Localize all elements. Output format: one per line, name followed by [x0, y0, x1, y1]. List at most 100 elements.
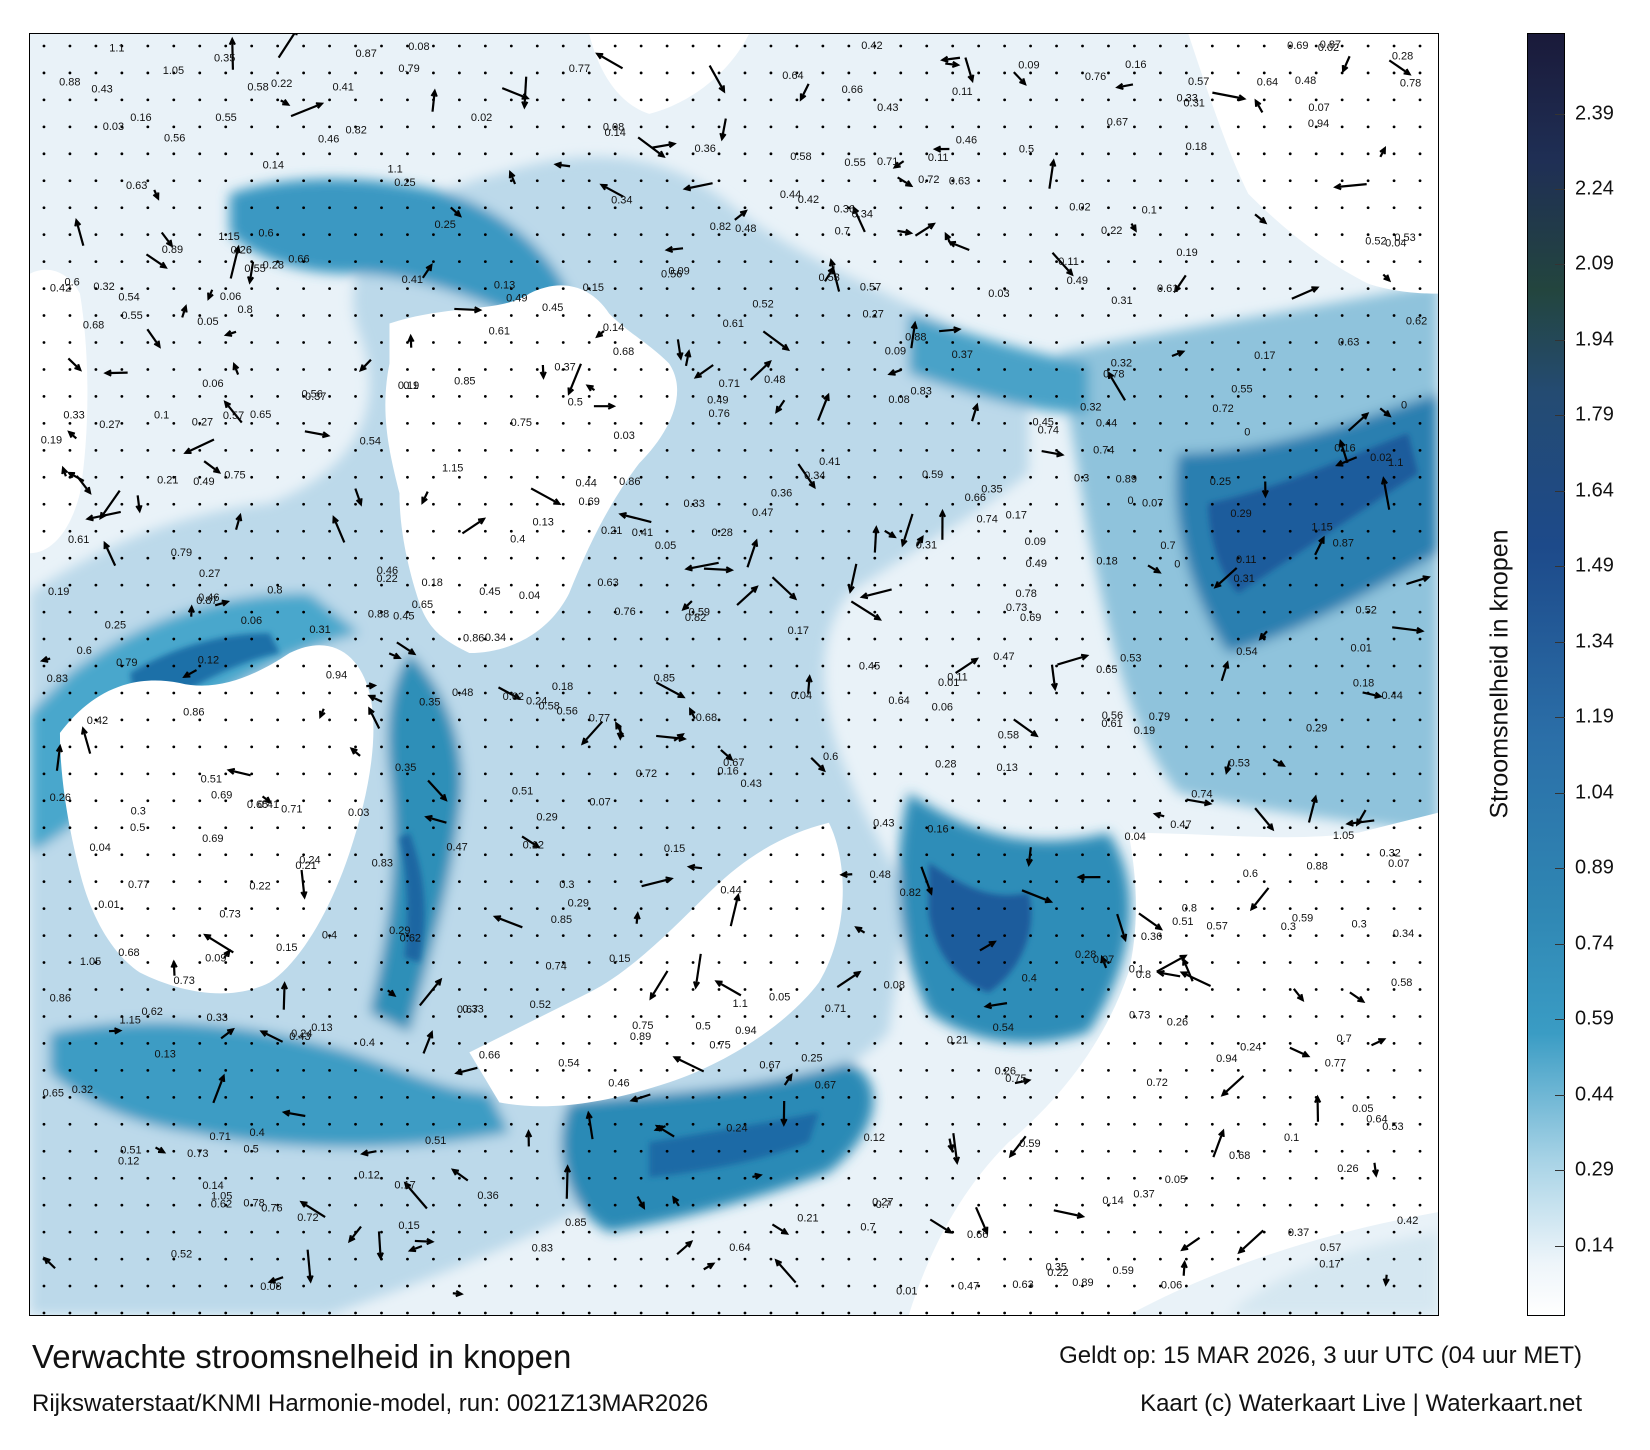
- grid-dot: [509, 44, 513, 48]
- grid-dot: [821, 1095, 825, 1099]
- grid-dot: [1055, 1149, 1058, 1153]
- grid-dot: [873, 233, 877, 237]
- grid-dot: [354, 583, 357, 587]
- grid-dot: [847, 799, 851, 803]
- grid-dot: [743, 1095, 747, 1099]
- grid-dot: [535, 988, 539, 991]
- grid-dot: [899, 341, 903, 344]
- grid-dot: [613, 637, 617, 641]
- grid-dot: [120, 556, 124, 560]
- grid-dot: [717, 71, 721, 75]
- grid-dot: [743, 98, 747, 102]
- speed-label: 0.59: [1292, 912, 1313, 924]
- grid-dot: [1133, 880, 1136, 884]
- speed-label: 0.32: [1379, 847, 1400, 859]
- grid-dot: [743, 826, 747, 830]
- grid-dot: [328, 152, 331, 156]
- grid-dot: [328, 98, 331, 102]
- grid-dot: [821, 44, 825, 48]
- grid-dot: [639, 260, 643, 264]
- grid-dot: [847, 988, 851, 991]
- grid-dot: [509, 1257, 513, 1261]
- grid-dot: [1418, 1122, 1422, 1126]
- grid-dot: [613, 421, 617, 425]
- grid-dot: [951, 206, 955, 210]
- current-arrow: [1008, 1135, 1027, 1159]
- grid-dot: [1107, 1015, 1110, 1018]
- grid-dot: [380, 475, 383, 479]
- grid-dot: [925, 341, 929, 344]
- grid-dot: [354, 529, 357, 533]
- grid-dot: [146, 1122, 150, 1126]
- grid-dot: [925, 125, 929, 129]
- grid-dot: [1003, 1122, 1007, 1126]
- speed-label: 0.12: [864, 1132, 885, 1144]
- grid-dot: [639, 664, 643, 668]
- grid-dot: [1158, 44, 1162, 48]
- grid-dot: [1418, 206, 1422, 210]
- grid-dot: [1081, 341, 1084, 344]
- speed-label: 0.59: [922, 469, 943, 481]
- grid-dot: [1055, 718, 1058, 722]
- grid-dot: [1262, 529, 1266, 533]
- speed-label: 0.09: [1025, 536, 1046, 548]
- grid-dot: [977, 1203, 981, 1207]
- speed-label: 0.04: [89, 842, 110, 854]
- grid-dot: [1158, 1015, 1162, 1018]
- grid-dot: [1366, 287, 1370, 291]
- grid-dot: [276, 1257, 280, 1261]
- grid-dot: [1133, 395, 1136, 398]
- grid-dot: [1340, 1176, 1344, 1180]
- grid-dot: [899, 1203, 903, 1207]
- grid-dot: [146, 1203, 150, 1207]
- grid-dot: [1133, 1122, 1136, 1126]
- grid-dot: [743, 287, 747, 291]
- grid-dot: [380, 1284, 383, 1288]
- grid-dot: [873, 961, 877, 964]
- grid-dot: [1392, 44, 1396, 48]
- grid-dot: [94, 152, 98, 156]
- grid-dot: [951, 826, 955, 830]
- grid-dot: [1081, 853, 1084, 857]
- grid-dot: [1340, 1068, 1344, 1072]
- grid-dot: [509, 260, 513, 264]
- speed-label: 0.87: [355, 48, 376, 60]
- grid-dot: [899, 1122, 903, 1126]
- grid-dot: [795, 44, 799, 48]
- grid-dot: [1003, 1015, 1007, 1018]
- grid-dot: [68, 368, 72, 371]
- grid-dot: [1107, 1257, 1110, 1261]
- grid-dot: [457, 152, 461, 156]
- grid-dot: [172, 745, 176, 749]
- grid-dot: [1340, 1203, 1344, 1207]
- grid-dot: [535, 745, 539, 749]
- grid-dot: [1288, 98, 1292, 102]
- grid-dot: [613, 556, 617, 560]
- grid-dot: [561, 71, 565, 75]
- grid-dot: [717, 1230, 721, 1234]
- grid-dot: [613, 1284, 617, 1288]
- grid-dot: [951, 529, 955, 533]
- grid-dot: [1029, 125, 1032, 129]
- grid-dot: [120, 583, 124, 587]
- grid-dot: [1262, 826, 1266, 830]
- grid-dot: [1314, 1149, 1318, 1153]
- grid-dot: [1366, 772, 1370, 776]
- speed-label: 0.33: [684, 498, 705, 510]
- grid-dot: [1262, 961, 1266, 964]
- grid-dot: [717, 1203, 721, 1207]
- grid-dot: [380, 745, 383, 749]
- colorbar-tick-mark: [1555, 1094, 1565, 1096]
- grid-dot: [535, 1257, 539, 1261]
- grid-dot: [483, 1149, 487, 1153]
- grid-dot: [1366, 98, 1370, 102]
- speed-label: 0.89: [1072, 1277, 1093, 1289]
- current-arrow: [203, 933, 234, 954]
- grid-dot: [380, 529, 383, 533]
- grid-dot: [665, 98, 669, 102]
- speed-label: 0.88: [1306, 860, 1327, 872]
- grid-dot: [1340, 179, 1344, 183]
- grid-dot: [1392, 287, 1396, 291]
- current-arrow: [672, 1056, 705, 1073]
- grid-dot: [1133, 799, 1136, 803]
